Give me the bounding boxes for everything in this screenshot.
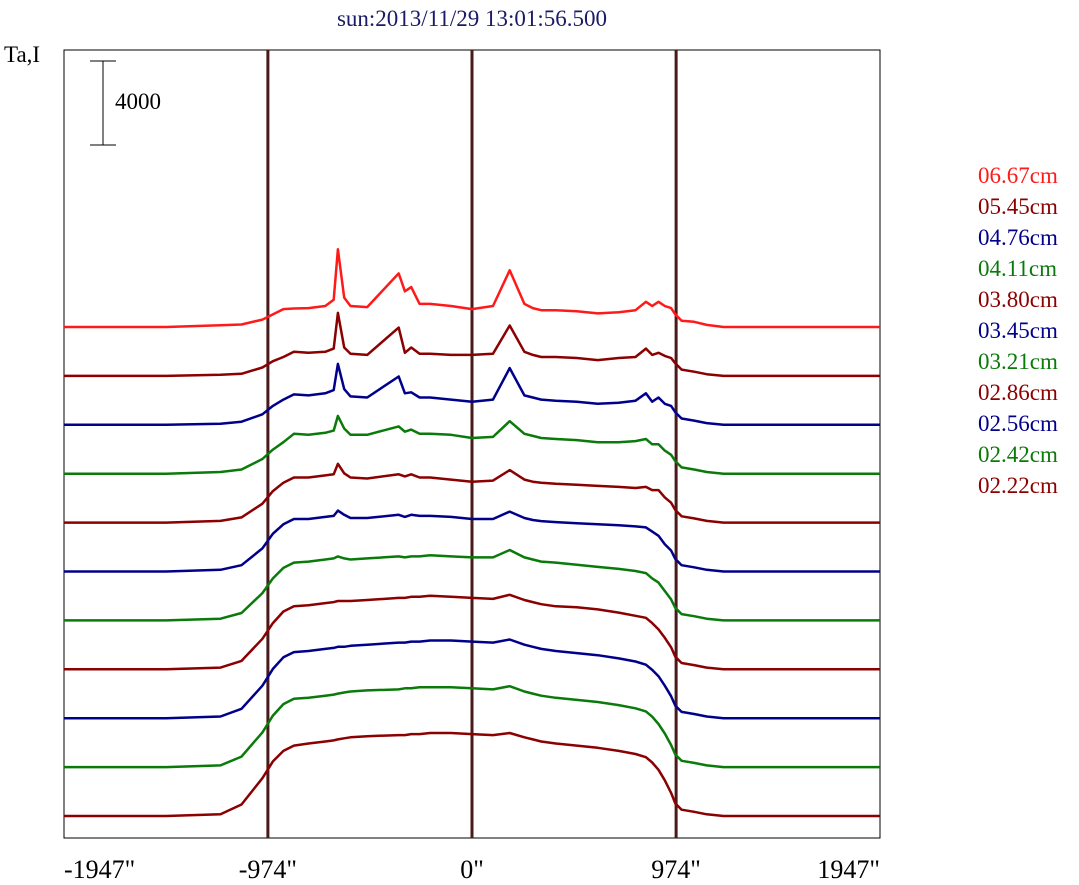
series-line-03.21cm [64, 548, 880, 622]
legend-item: 04.11cm [978, 256, 1057, 281]
legend-item: 03.21cm [978, 349, 1058, 374]
y-axis-label: Ta,I [4, 42, 40, 67]
legend: 06.67cm 05.45cm 04.76cm 04.11cm 03.80cm 03.45… [978, 160, 1058, 501]
chart-title: sun:2013/11/29 13:01:56.500 [337, 6, 607, 31]
series-line-06.67cm [64, 248, 880, 329]
legend-item: 03.80cm [978, 287, 1058, 312]
series-line-02.42cm [64, 684, 880, 769]
legend-item: 02.22cm [978, 473, 1058, 498]
x-tick-label: 974" [651, 855, 701, 884]
x-tick-label: 1947" [817, 855, 880, 884]
legend-item: 02.42cm [978, 442, 1058, 467]
series-line-02.86cm [64, 593, 880, 671]
x-tick-label: 0" [460, 855, 484, 884]
series-line-02.22cm [64, 731, 880, 818]
series-line-02.56cm [64, 638, 880, 720]
legend-item: 05.45cm [978, 194, 1058, 219]
intensity-scale-bar: 4000 [90, 60, 161, 146]
series-line-03.45cm [64, 509, 880, 573]
series-line-04.76cm [64, 362, 880, 427]
legend-item: 02.56cm [978, 411, 1058, 436]
legend-item: 02.86cm [978, 380, 1058, 405]
series-lines [64, 248, 880, 818]
reference-lines [266, 50, 678, 838]
x-tick-label: -974" [239, 855, 297, 884]
scale-bar-label: 4000 [115, 89, 161, 114]
x-tick-labels: -1947" -974" 0" 974" 1947" [64, 855, 880, 884]
series-line-05.45cm [64, 311, 880, 378]
x-tick-label: -1947" [64, 855, 135, 884]
series-line-04.11cm [64, 414, 880, 475]
legend-item: 06.67cm [978, 163, 1058, 188]
series-line-03.80cm [64, 462, 880, 524]
legend-item: 03.45cm [978, 318, 1058, 343]
legend-item: 04.76cm [978, 225, 1058, 250]
